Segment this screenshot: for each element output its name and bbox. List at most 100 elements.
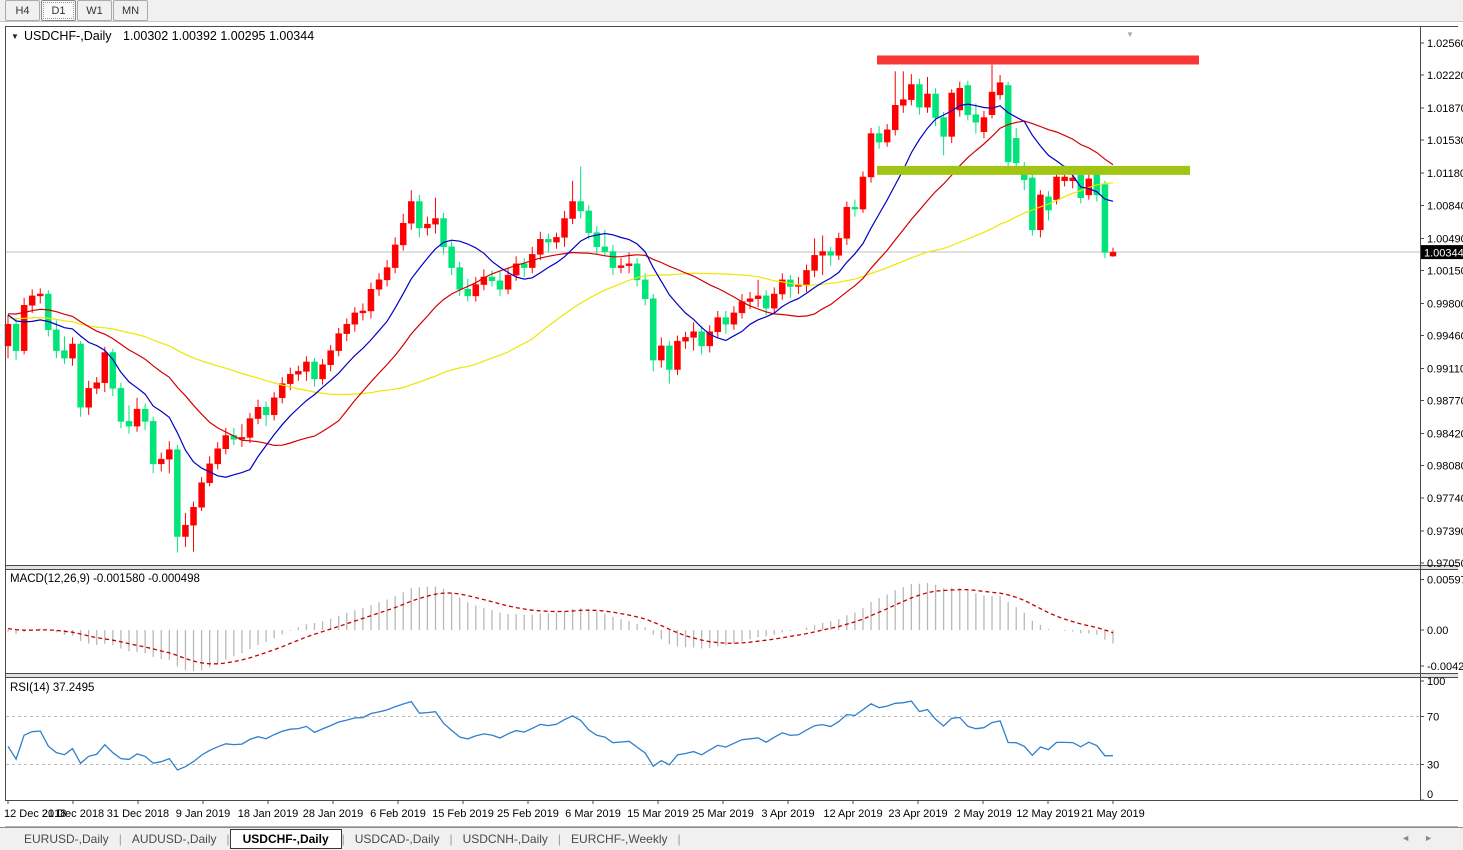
chart-title-ohlc: 1.00302 1.00392 1.00295 1.00344 <box>123 29 314 43</box>
timeframe-button-w1[interactable]: W1 <box>77 0 112 21</box>
ma-line-mid <box>7 120 1114 447</box>
time-axis-label: 25 Feb 2019 <box>497 808 559 820</box>
candle-body <box>133 408 141 427</box>
time-axis-label: 12 May 2019 <box>1016 808 1080 820</box>
macd-pane[interactable] <box>7 583 1114 671</box>
rsi-axis-label: 70 <box>1427 712 1439 724</box>
tab-usdcnh-daily[interactable]: USDCNH-,Daily <box>462 832 548 846</box>
chart-background <box>0 23 1463 827</box>
timeframe-button-d1[interactable]: D1 <box>41 0 76 21</box>
candle-body <box>149 421 157 465</box>
price-axis-label: 1.00490 <box>1427 233 1463 245</box>
chart-title-symbol: USDCHF-,Daily <box>24 29 112 43</box>
candle-body <box>585 210 592 233</box>
rsi-axis-label: 100 <box>1427 676 1445 688</box>
candle-body <box>496 280 504 290</box>
tab-usdchf-daily[interactable]: USDCHF-,Daily <box>229 828 342 849</box>
current-price-badge <box>1421 245 1463 260</box>
tab-eurusd-daily[interactable]: EURUSD-,Daily <box>24 832 109 846</box>
candle-body <box>577 201 584 212</box>
candle-body <box>682 337 689 342</box>
candle-body <box>278 383 286 399</box>
price-axis-label: 1.02220 <box>1427 70 1463 82</box>
tab-scroll-right-icon[interactable]: ► <box>1424 833 1447 843</box>
tab-scroll-left-icon[interactable]: ◄ <box>1401 833 1425 843</box>
price-axis-label: 0.98080 <box>1427 461 1463 473</box>
candle-body <box>157 458 165 465</box>
candle-body <box>311 361 318 380</box>
candle-body <box>343 323 351 334</box>
candle-body <box>254 406 262 419</box>
time-axis-label: 21 Dec 2018 <box>42 808 104 820</box>
candle-body <box>569 201 576 219</box>
candle-body <box>972 114 980 123</box>
time-axis-label: 12 Apr 2019 <box>823 808 882 820</box>
price-axis-label: 1.00150 <box>1427 265 1463 277</box>
ma-line-fast <box>7 103 1114 478</box>
candle-body <box>327 350 334 366</box>
candle-body <box>166 449 173 460</box>
candle-body <box>956 88 964 111</box>
main-price-pane[interactable] <box>4 55 1420 553</box>
candle-body <box>408 201 415 224</box>
candle-body <box>1037 194 1044 231</box>
candle-body <box>827 251 834 256</box>
tab-separator: | <box>677 832 681 846</box>
candle-body <box>859 176 867 210</box>
ma-line-slow <box>7 182 1114 396</box>
candle-body <box>117 388 125 422</box>
candle-body <box>617 265 625 268</box>
candle-body <box>190 507 197 526</box>
candle-body <box>375 279 383 290</box>
candle-body <box>698 331 705 347</box>
candle-body <box>964 85 972 115</box>
timeframe-buttons: H4 D1 W1 MN <box>5 0 149 21</box>
candle-body <box>488 276 496 282</box>
candle-body <box>561 218 568 238</box>
candle-body <box>77 343 84 408</box>
candle-body <box>811 255 818 271</box>
rsi-pane[interactable] <box>6 700 1420 771</box>
candle-body <box>416 201 423 229</box>
timeframe-button-h4[interactable]: H4 <box>5 0 40 21</box>
candle-body <box>432 218 439 225</box>
support-line <box>877 165 1190 175</box>
symbol-tabbar: EURUSD-,Daily | AUDUSD-,Daily | USDCHF-,Dail… <box>0 827 1463 850</box>
price-axis-label: 1.01530 <box>1427 135 1463 147</box>
time-axis-label: 9 Jan 2019 <box>176 808 230 820</box>
candle-body <box>12 323 20 351</box>
candle-body <box>690 331 697 338</box>
candle-body <box>440 218 447 248</box>
candle-body <box>932 93 939 118</box>
timeframe-button-mn[interactable]: MN <box>113 0 148 21</box>
price-axis-label: 0.99110 <box>1427 364 1463 376</box>
candle-body <box>601 246 609 252</box>
candle-body <box>948 92 955 137</box>
candle-body <box>319 364 326 380</box>
price-axis-label: 0.99800 <box>1427 298 1463 310</box>
candle-body <box>198 482 205 508</box>
pane-splitter <box>5 674 1458 677</box>
candle-body <box>351 312 359 325</box>
candle-body <box>45 293 52 331</box>
chart-canvas[interactable]: 1.02560 1.02220 1.01870 1.01530 1.01180 1.008… <box>0 23 1463 827</box>
candle-body <box>456 267 463 290</box>
candle-body <box>472 284 480 297</box>
tab-usdcad-daily[interactable]: USDCAD-,Daily <box>354 832 440 846</box>
time-axis-label: 28 Jan 2019 <box>303 808 364 820</box>
candle-body <box>641 279 649 299</box>
candle-body <box>101 352 109 383</box>
candle-body <box>633 263 641 281</box>
candle-body <box>625 263 633 266</box>
candle-body <box>658 345 665 361</box>
tab-audusd-daily[interactable]: AUDUSD-,Daily <box>131 832 217 846</box>
rsi-label: RSI(14) 37.2495 <box>10 682 94 694</box>
candle-body <box>222 435 230 449</box>
tab-eurchf-weekly[interactable]: EURCHF-,Weekly <box>571 832 668 846</box>
chart-menu-icon[interactable]: ▼ <box>11 32 19 41</box>
candle-body <box>730 312 738 325</box>
candle-body <box>996 82 1004 96</box>
candle-body <box>448 246 455 268</box>
price-scale[interactable]: 1.02560 1.02220 1.01870 1.01530 1.01180 1.008… <box>1420 38 1463 801</box>
